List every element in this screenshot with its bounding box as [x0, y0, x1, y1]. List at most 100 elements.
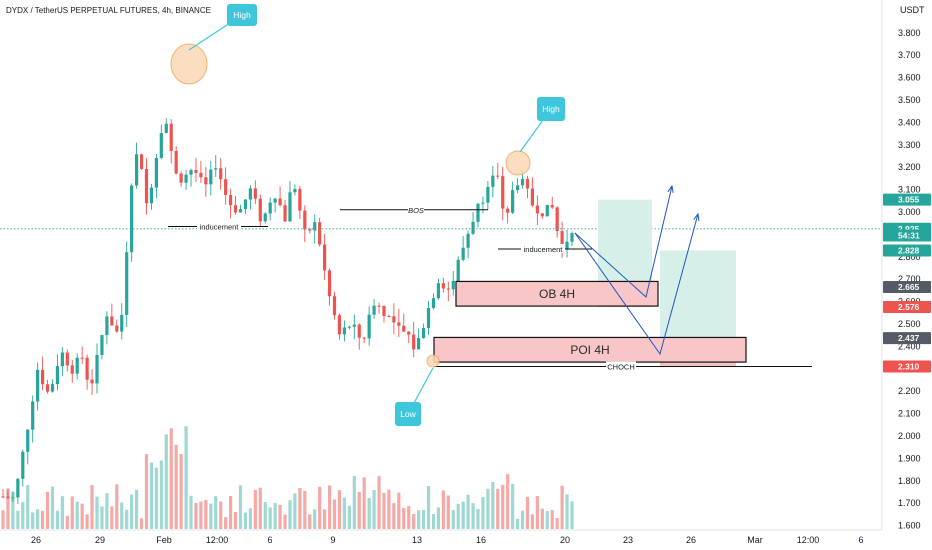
candle-body — [238, 209, 243, 213]
candle-body — [70, 365, 74, 374]
callout-high-2-box — [537, 97, 565, 121]
volume-bar — [446, 495, 450, 529]
candle-body — [421, 327, 426, 339]
candle-body — [105, 316, 109, 336]
x-tick-label: 13 — [412, 535, 422, 545]
price-label-bg — [883, 300, 931, 313]
candle-body — [560, 231, 564, 249]
price-label-text: 2.576 — [898, 302, 920, 312]
candle-body — [110, 316, 114, 326]
candle-body — [174, 150, 178, 174]
inducement-2: inducement — [498, 243, 592, 254]
candle-body — [253, 188, 257, 199]
volume-bar — [90, 485, 94, 529]
volume-bar — [214, 496, 218, 529]
candle-body — [382, 305, 386, 316]
volume-bar — [392, 503, 396, 529]
volume-bar — [545, 511, 549, 529]
volume-bar — [357, 491, 361, 529]
volume-bar — [184, 426, 188, 529]
candle-body — [506, 208, 510, 213]
time-axis[interactable]: 26 29 Feb 12:00 6 9 13 16 20 23 26 Mar 12:00 6 — [31, 535, 864, 545]
volume-bar — [530, 514, 535, 529]
volume-bar — [288, 500, 292, 529]
choch-label: CHOCH — [607, 363, 635, 372]
volume-bar — [293, 493, 297, 529]
volume-bar — [144, 454, 149, 529]
currency-label: USDT — [900, 5, 925, 15]
x-tick-label: 9 — [330, 535, 335, 545]
inducement-2-label: inducement — [524, 245, 564, 254]
volume-bar — [134, 489, 139, 529]
candle-body — [55, 366, 60, 385]
x-tick-label: 26 — [686, 535, 696, 545]
candle-body — [164, 123, 168, 134]
y-tick-label: 3.600 — [898, 73, 921, 83]
price-axis[interactable]: USDT 1.600 1.700 1.800 1.900 2.000 2.100 2.200 2… — [883, 5, 931, 531]
candle-body — [332, 296, 337, 316]
callout-high-2: High — [519, 97, 565, 153]
candle-body — [21, 451, 25, 479]
price-label-bg — [883, 281, 931, 294]
callout-low: Low — [395, 367, 434, 426]
volume-bar — [387, 489, 391, 529]
candle-body — [496, 175, 500, 177]
y-tick-label: 1.800 — [898, 476, 921, 486]
volume-bar — [332, 499, 337, 529]
candle-body — [357, 324, 361, 338]
x-tick-label: 26 — [31, 535, 41, 545]
volume-bar — [565, 494, 569, 529]
callout-high-2-text: High — [542, 104, 560, 114]
candle-body — [154, 157, 158, 188]
choch-label-bg — [606, 361, 636, 371]
candle-body — [327, 270, 332, 297]
volume-bar — [243, 512, 248, 529]
volume-bar — [515, 518, 520, 529]
volume-bar — [174, 444, 178, 529]
target-box-2 — [660, 250, 736, 339]
candle-body — [268, 202, 272, 214]
candle-body — [189, 170, 193, 175]
volume-bar — [85, 514, 89, 529]
grid — [0, 0, 883, 531]
volume-bar — [496, 488, 500, 529]
x-tick-label: Feb — [156, 535, 172, 545]
bos-label: BOS — [408, 206, 424, 215]
price-label-bg — [883, 229, 931, 242]
volume-bar — [511, 483, 515, 529]
volume-bar — [149, 462, 154, 529]
candle-body — [243, 199, 248, 210]
volume-bar — [426, 485, 431, 529]
candle-body — [511, 190, 515, 213]
candle-body — [407, 331, 411, 335]
volume-bar — [298, 487, 302, 529]
y-tick-label: 2.800 — [898, 252, 921, 262]
zone-ob: OB 4H — [455, 280, 659, 307]
volume-bar — [362, 477, 366, 529]
choch: CHOCH — [433, 361, 812, 372]
inducement-2-label-bg — [521, 243, 565, 253]
candle-body — [565, 241, 569, 249]
inducement-1: inducement — [168, 221, 268, 232]
volume-bar — [407, 506, 411, 529]
candle-body — [159, 133, 163, 158]
volume-bar — [154, 467, 158, 529]
candle-body — [501, 176, 505, 209]
x-tick-label: 29 — [95, 535, 105, 545]
volume-bar — [476, 509, 480, 529]
volume-bar — [461, 501, 465, 529]
volume-bar — [283, 514, 287, 529]
volume-bar — [412, 513, 416, 529]
candle-body — [476, 203, 480, 222]
volume-bar — [224, 517, 228, 529]
volume-bar — [26, 485, 30, 529]
volume-bar — [40, 510, 45, 529]
candle-body — [426, 308, 431, 328]
candle-body — [441, 283, 445, 289]
volume-bar — [6, 488, 10, 529]
volume-bar — [323, 509, 327, 529]
candle-body — [6, 496, 10, 499]
x-tick-label: Mar — [747, 535, 763, 545]
